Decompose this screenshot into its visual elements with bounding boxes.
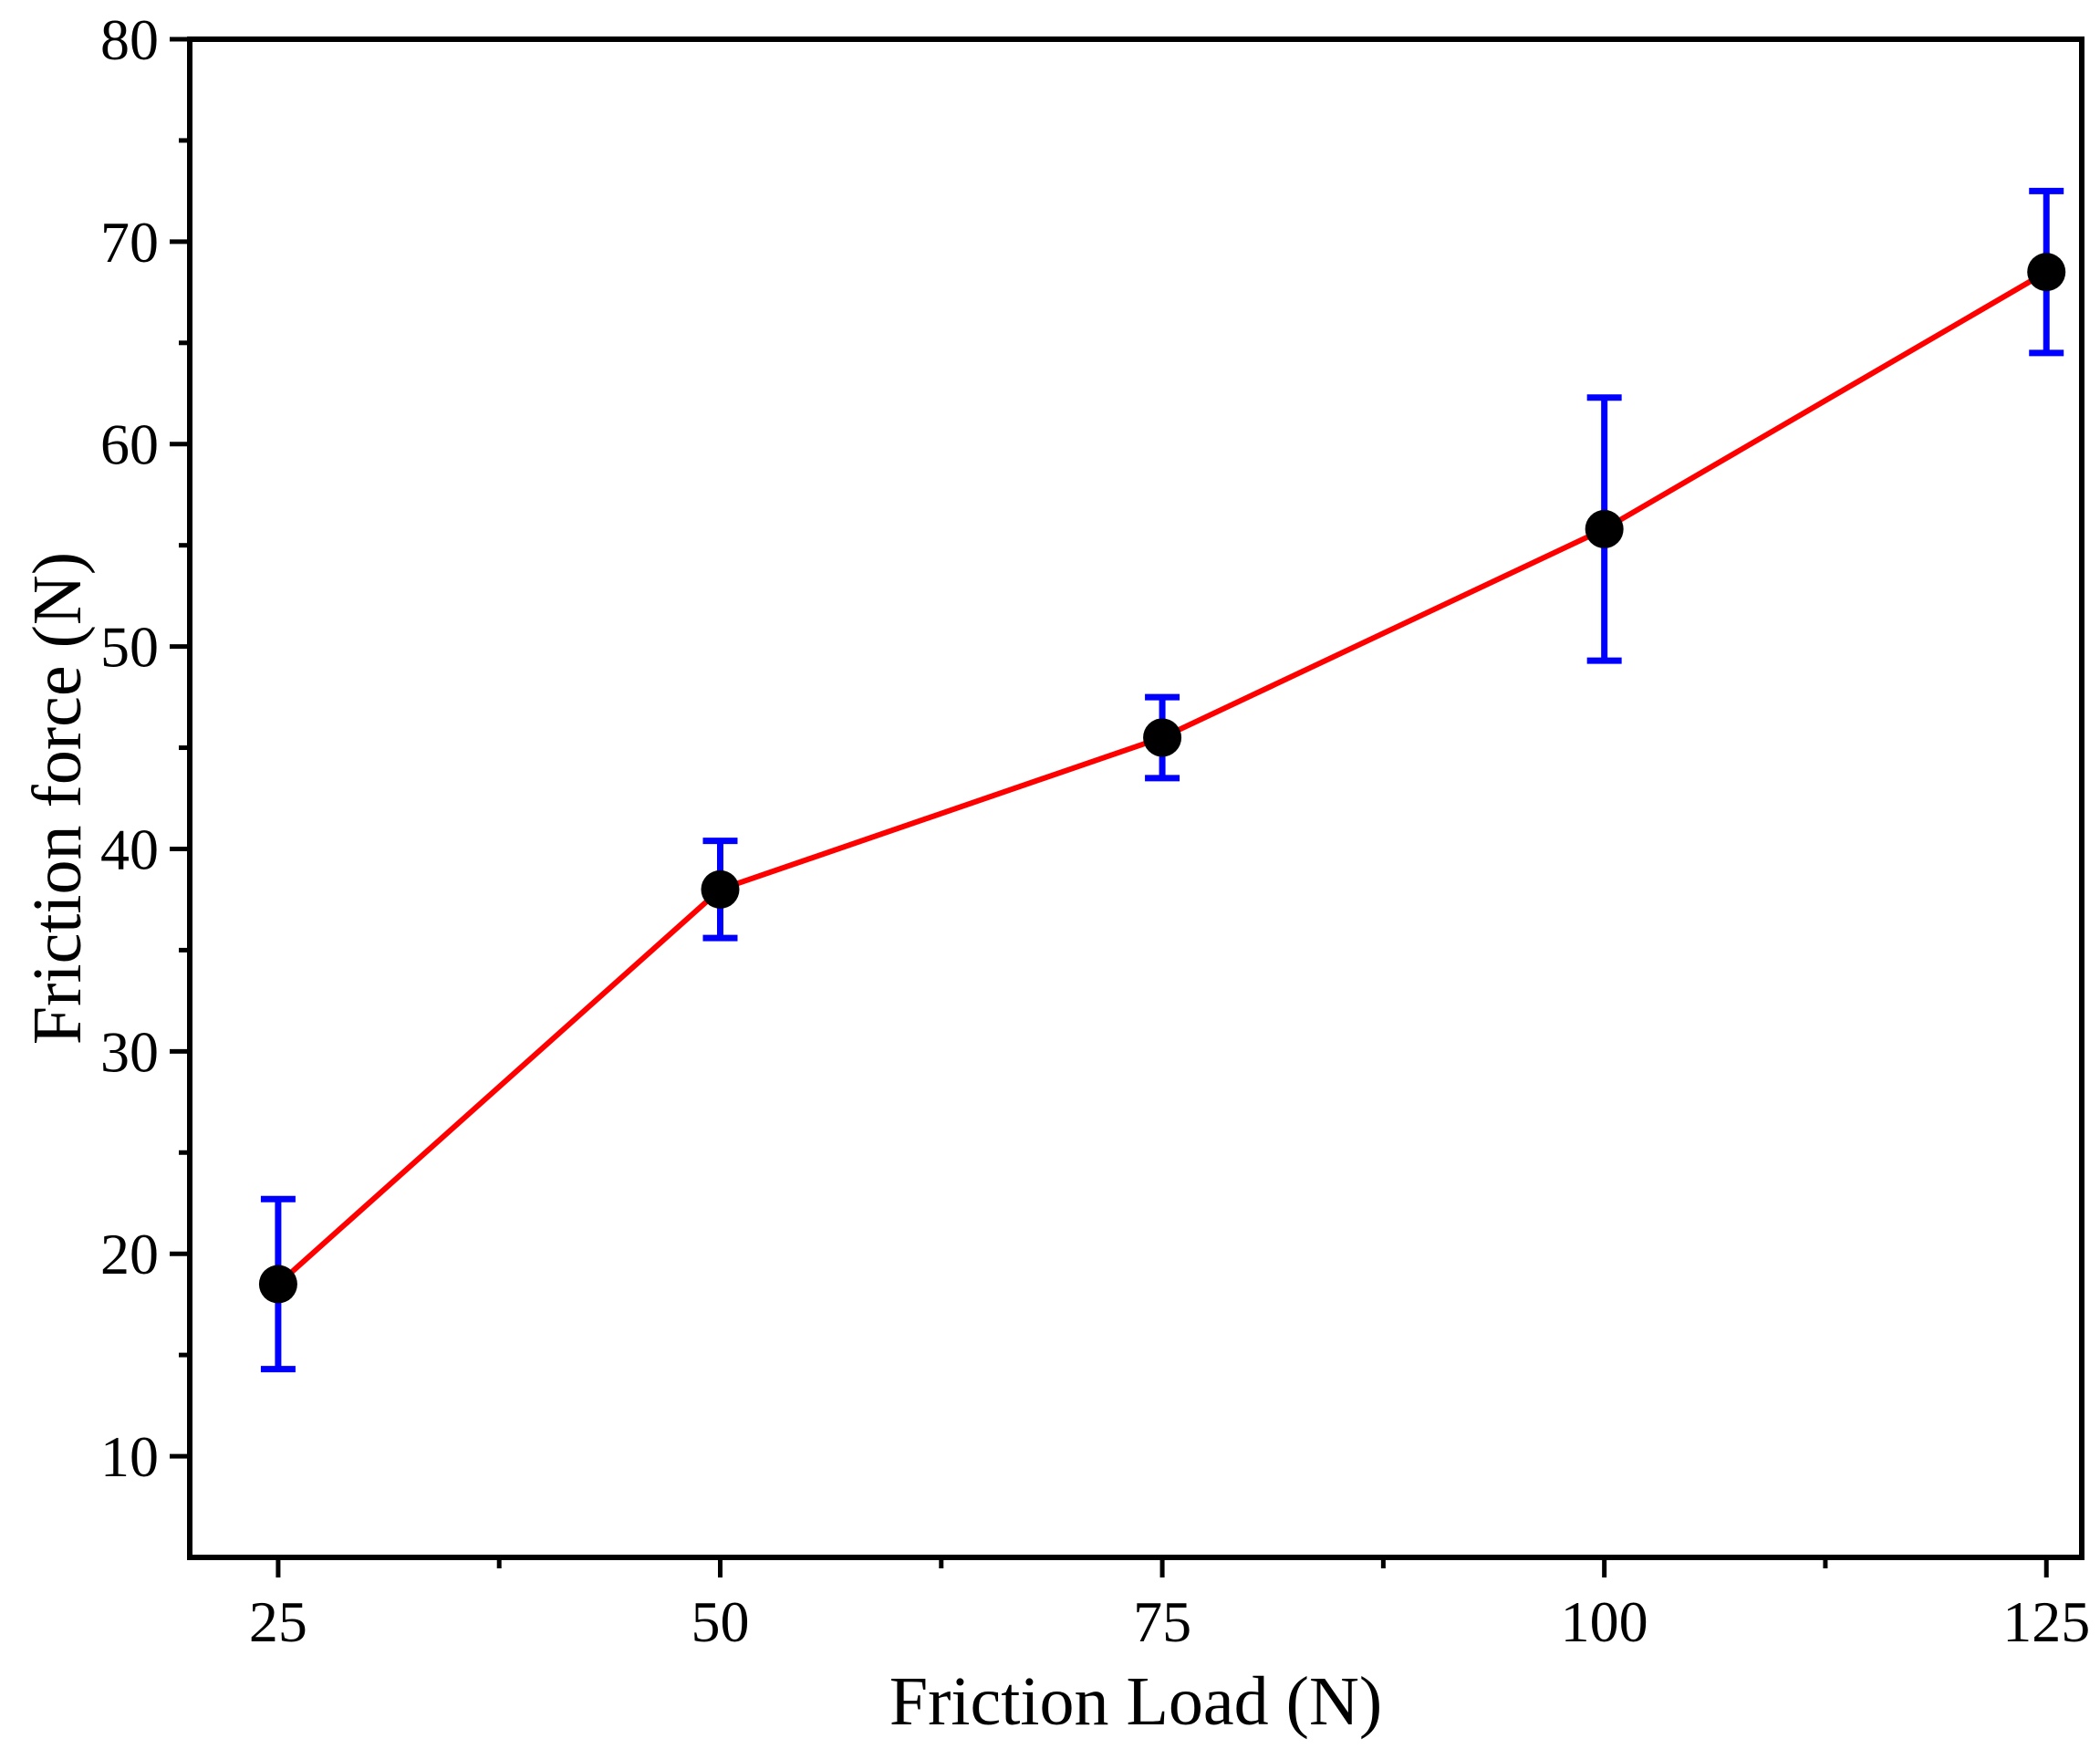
axes-frame — [187, 36, 2084, 1560]
data-point — [1143, 718, 1182, 757]
y-tick-label: 60 — [100, 412, 159, 477]
y-tick-label: 10 — [100, 1424, 159, 1489]
x-tick-label: 100 — [1561, 1589, 1648, 1654]
y-axis-label: Friction force (N) — [19, 552, 96, 1045]
x-tick-label: 50 — [691, 1589, 749, 1654]
x-tick-label: 125 — [2002, 1589, 2090, 1654]
data-point — [1585, 509, 1624, 548]
data-point — [258, 1265, 297, 1304]
y-tick-label: 70 — [100, 210, 159, 275]
y-tick-label: 30 — [100, 1019, 159, 1084]
data-point — [2027, 253, 2066, 292]
data-point — [701, 869, 740, 909]
y-tick-label: 50 — [100, 615, 159, 680]
axis-ticks: 25 50 75 100 125 10 20 30 40 50 60 70 80 — [100, 7, 2090, 1654]
x-tick-label: 25 — [249, 1589, 307, 1654]
y-tick-label: 80 — [100, 7, 159, 72]
y-tick-label: 40 — [100, 817, 159, 881]
series-layer — [258, 187, 2066, 1373]
y-tick-label: 20 — [100, 1222, 159, 1286]
plot-frame — [187, 36, 2084, 1560]
x-tick-label: 75 — [1133, 1589, 1191, 1654]
x-axis-label: Friction Load (N) — [889, 1663, 1382, 1740]
